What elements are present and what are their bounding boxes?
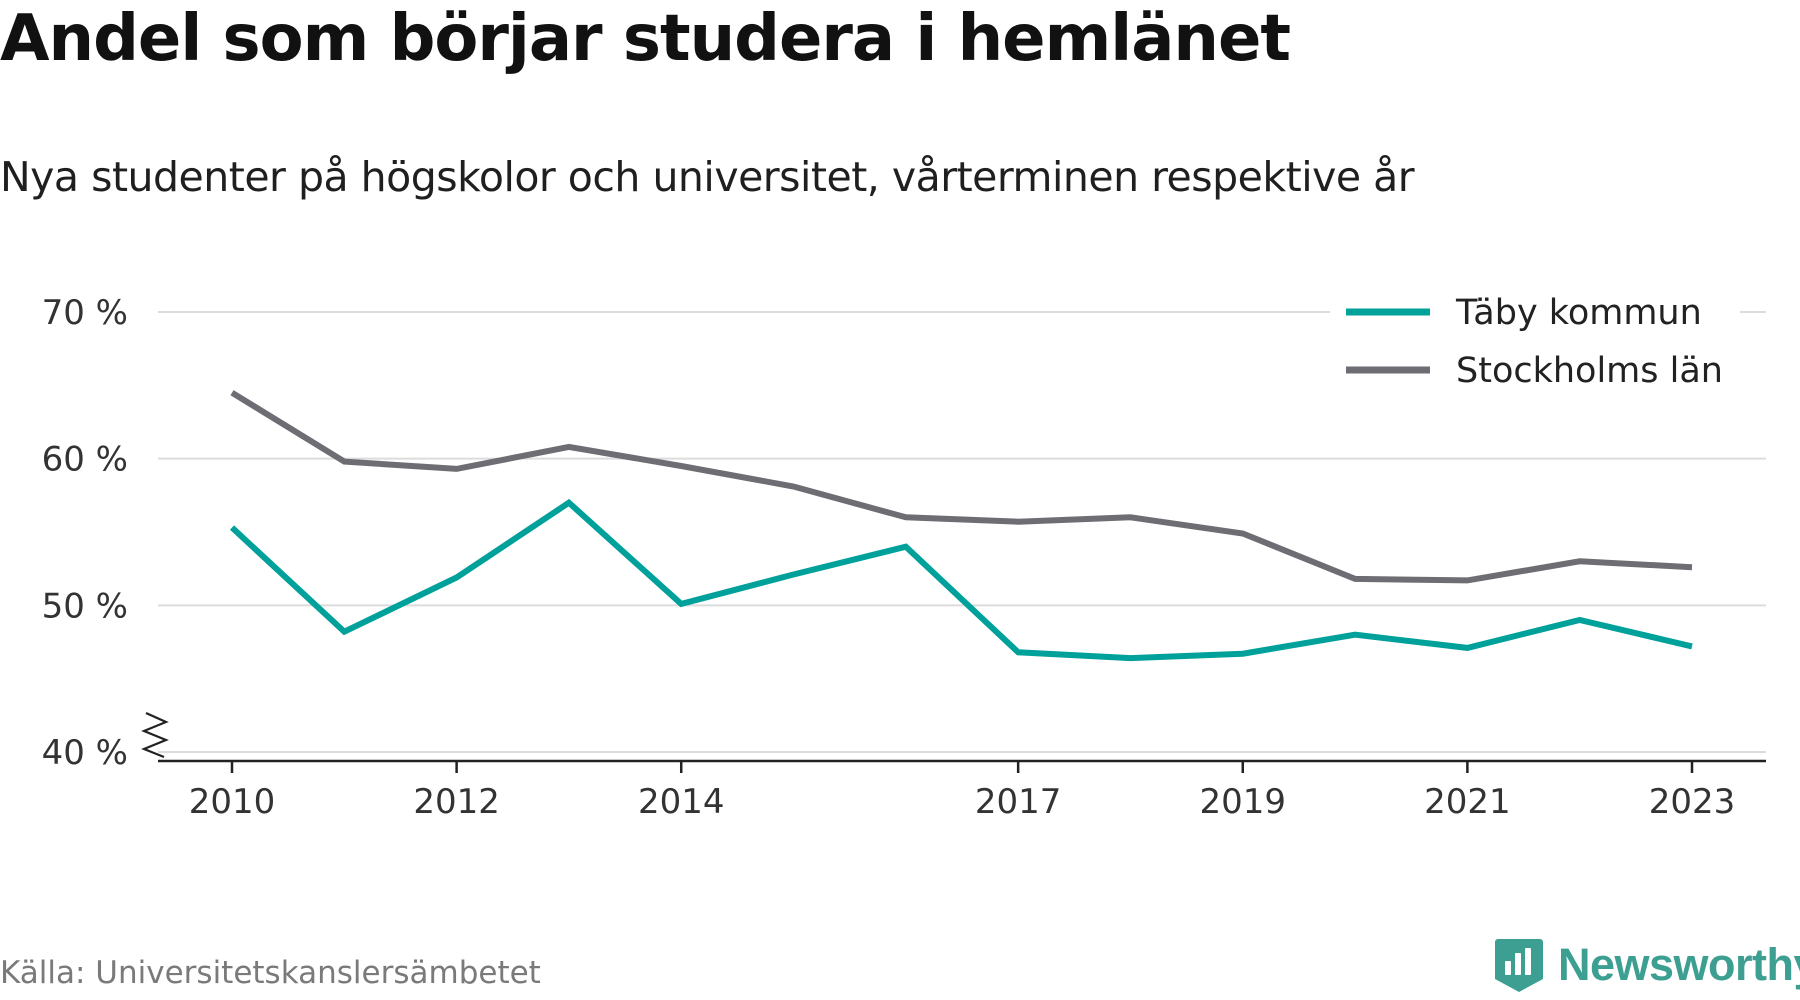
source-note: Källa: Universitetskanslersämbetet bbox=[0, 955, 541, 991]
brand-logo[interactable]: Newsworthy bbox=[1494, 937, 1800, 993]
y-axis: 40 % 50 % 60 % 70 % bbox=[42, 293, 169, 773]
x-tick-label: 2017 bbox=[975, 782, 1062, 822]
series-line-täby-kommun bbox=[229, 498, 1693, 662]
x-tick-label: 2021 bbox=[1424, 782, 1511, 822]
y-tick-label: 70 % bbox=[42, 293, 128, 333]
chart-subtitle: Nya studenter på högskolor och universit… bbox=[0, 153, 1415, 201]
brand-name: Newsworthy bbox=[1558, 939, 1800, 990]
x-tick-label: 2010 bbox=[189, 782, 276, 822]
chart-title: Andel som börjar studera i hemlänet bbox=[0, 2, 1291, 76]
y-tick-label: 40 % bbox=[42, 733, 128, 773]
line-chart: 40 % 50 % 60 % 70 % 2010 2012 2014 2017 2019 202… bbox=[41, 280, 1766, 822]
x-tick-label: 2019 bbox=[1200, 782, 1287, 822]
x-tick-label: 2012 bbox=[413, 782, 500, 822]
x-tick-label: 2023 bbox=[1649, 782, 1736, 822]
legend-background bbox=[1330, 280, 1740, 400]
axis-break-icon bbox=[141, 711, 169, 759]
y-tick-label: 50 % bbox=[42, 586, 128, 626]
series-line-stockholms-län bbox=[230, 390, 1693, 584]
legend-label: Stockholms län bbox=[1456, 351, 1723, 391]
x-axis: 2010 2012 2014 2017 2019 2021 2023 bbox=[158, 759, 1766, 822]
series-lines bbox=[229, 390, 1693, 662]
legend: Täby kommun Stockholms län bbox=[1330, 280, 1740, 400]
y-tick-label: 60 % bbox=[42, 440, 128, 480]
x-tick-label: 2014 bbox=[638, 782, 725, 822]
newsworthy-logo-icon bbox=[1495, 939, 1543, 992]
legend-label: Täby kommun bbox=[1455, 293, 1702, 333]
